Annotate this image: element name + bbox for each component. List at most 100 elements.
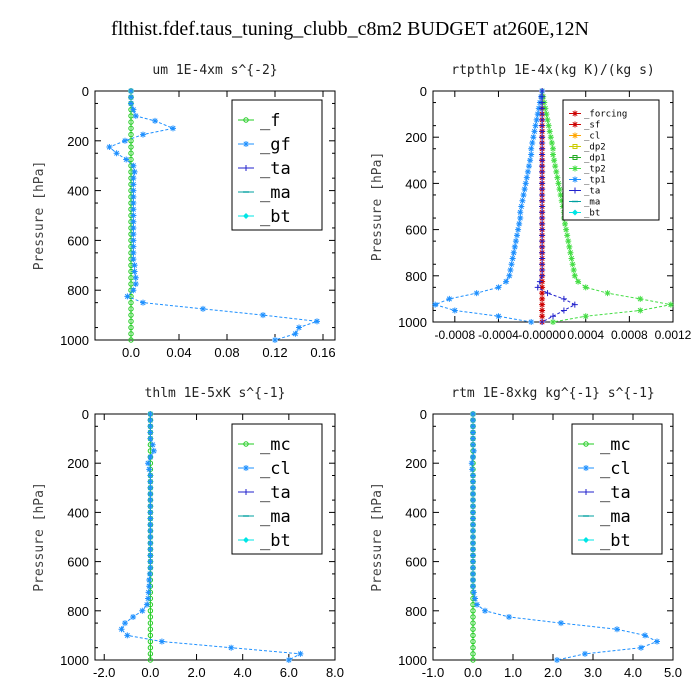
data-point bbox=[147, 651, 154, 657]
data-point bbox=[562, 220, 568, 227]
data-point bbox=[550, 319, 556, 325]
x-tick-label: 0.0004 bbox=[567, 328, 604, 342]
data-point bbox=[130, 106, 137, 113]
data-point bbox=[539, 111, 546, 118]
data-point bbox=[147, 454, 154, 461]
legend-marker bbox=[243, 465, 249, 471]
data-point bbox=[533, 116, 540, 123]
data-point bbox=[539, 290, 546, 297]
data-point bbox=[529, 139, 536, 146]
legend-marker bbox=[572, 187, 578, 194]
panel-2: rtpthlp 1E-4x(kg K)/(kg s) 0 200 400 600 800 1… bbox=[370, 63, 692, 342]
data-point bbox=[517, 215, 524, 222]
data-point bbox=[473, 290, 480, 297]
legend-label: _cl bbox=[584, 132, 600, 142]
data-point bbox=[470, 564, 476, 571]
series-line bbox=[433, 90, 543, 323]
y-tick-label: 1000 bbox=[60, 653, 89, 668]
x-tick-label: -0.0004 bbox=[478, 328, 519, 342]
y-tick-label: 400 bbox=[67, 184, 89, 199]
data-point bbox=[130, 256, 137, 263]
legend-entry: _bt bbox=[238, 531, 291, 551]
data-point bbox=[470, 484, 476, 491]
data-point bbox=[128, 150, 134, 156]
data-point bbox=[470, 552, 476, 559]
data-point bbox=[637, 295, 644, 302]
data-point bbox=[147, 546, 154, 553]
data-point bbox=[554, 657, 560, 663]
data-point bbox=[539, 139, 546, 146]
legend-entry: _ta bbox=[238, 159, 291, 179]
data-point bbox=[131, 168, 138, 175]
data-point bbox=[534, 111, 541, 118]
data-point bbox=[550, 313, 556, 320]
data-point bbox=[130, 206, 137, 213]
data-point bbox=[539, 174, 546, 181]
legend-label: _f bbox=[260, 111, 280, 131]
data-point bbox=[543, 111, 550, 118]
x-tick-label: -0.00000 bbox=[518, 328, 566, 342]
x-tick-label: 0.0012 bbox=[655, 328, 692, 342]
data-point bbox=[515, 226, 522, 233]
legend-entry: _cl bbox=[238, 459, 291, 479]
data-point bbox=[470, 608, 476, 614]
data-point bbox=[124, 293, 131, 300]
data-point bbox=[539, 249, 546, 256]
y-tick-label: 400 bbox=[67, 505, 89, 520]
data-point bbox=[565, 238, 572, 245]
data-point bbox=[128, 131, 134, 138]
data-point bbox=[145, 589, 152, 596]
data-point bbox=[539, 134, 546, 141]
data-point bbox=[539, 157, 546, 164]
legend-label: _dp1 bbox=[584, 154, 606, 164]
data-point bbox=[147, 657, 154, 663]
x-tick-label: 0.12 bbox=[262, 345, 287, 360]
data-point bbox=[563, 226, 570, 233]
y-tick-label: 1000 bbox=[398, 653, 427, 668]
data-point bbox=[509, 255, 516, 262]
data-point bbox=[470, 509, 476, 516]
data-point bbox=[128, 331, 134, 337]
data-point bbox=[147, 497, 154, 504]
legend-entry: _forcing bbox=[569, 110, 627, 120]
data-point bbox=[539, 261, 546, 268]
panel-title: rtpthlp 1E-4x(kg K)/(kg s) bbox=[451, 63, 655, 78]
data-point bbox=[470, 614, 476, 620]
x-tick-label: 0.0008 bbox=[611, 328, 648, 342]
y-tick-label: 0 bbox=[82, 84, 89, 99]
plot-frame bbox=[94, 90, 336, 341]
series-cl bbox=[468, 411, 660, 663]
data-point bbox=[128, 100, 134, 107]
data-point bbox=[550, 151, 556, 158]
x-tick-label: 0.0 bbox=[122, 345, 140, 360]
y-axis-label: Pressure [hPa] bbox=[370, 482, 385, 592]
data-point bbox=[147, 608, 154, 614]
legend-marker bbox=[572, 176, 578, 183]
data-point bbox=[147, 472, 154, 479]
y-tick-label: 800 bbox=[405, 604, 427, 619]
data-point bbox=[539, 267, 546, 274]
data-point bbox=[566, 243, 573, 250]
x-tick-label: 0.0 bbox=[141, 665, 159, 680]
x-tick-label: 4.0 bbox=[624, 665, 642, 680]
data-point bbox=[520, 191, 527, 198]
data-point bbox=[544, 116, 551, 123]
y-axis-label: Pressure [hPa] bbox=[32, 482, 47, 592]
data-point bbox=[539, 243, 546, 250]
x-tick-label: 0.16 bbox=[310, 345, 335, 360]
data-point bbox=[654, 638, 660, 645]
legend-label: _gf bbox=[260, 135, 291, 155]
x-tick-label: 4.0 bbox=[234, 665, 252, 680]
data-point bbox=[451, 307, 458, 314]
legend-marker bbox=[243, 165, 249, 171]
data-point bbox=[539, 122, 546, 129]
panel-title: um 1E-4xm s^{-2} bbox=[152, 63, 277, 78]
data-point bbox=[432, 301, 439, 308]
y-tick-label: 1000 bbox=[60, 333, 89, 348]
data-point bbox=[446, 295, 453, 302]
data-point bbox=[507, 267, 514, 274]
data-point bbox=[470, 546, 476, 553]
data-point bbox=[469, 466, 476, 473]
data-point bbox=[545, 122, 552, 129]
data-point bbox=[470, 497, 476, 504]
